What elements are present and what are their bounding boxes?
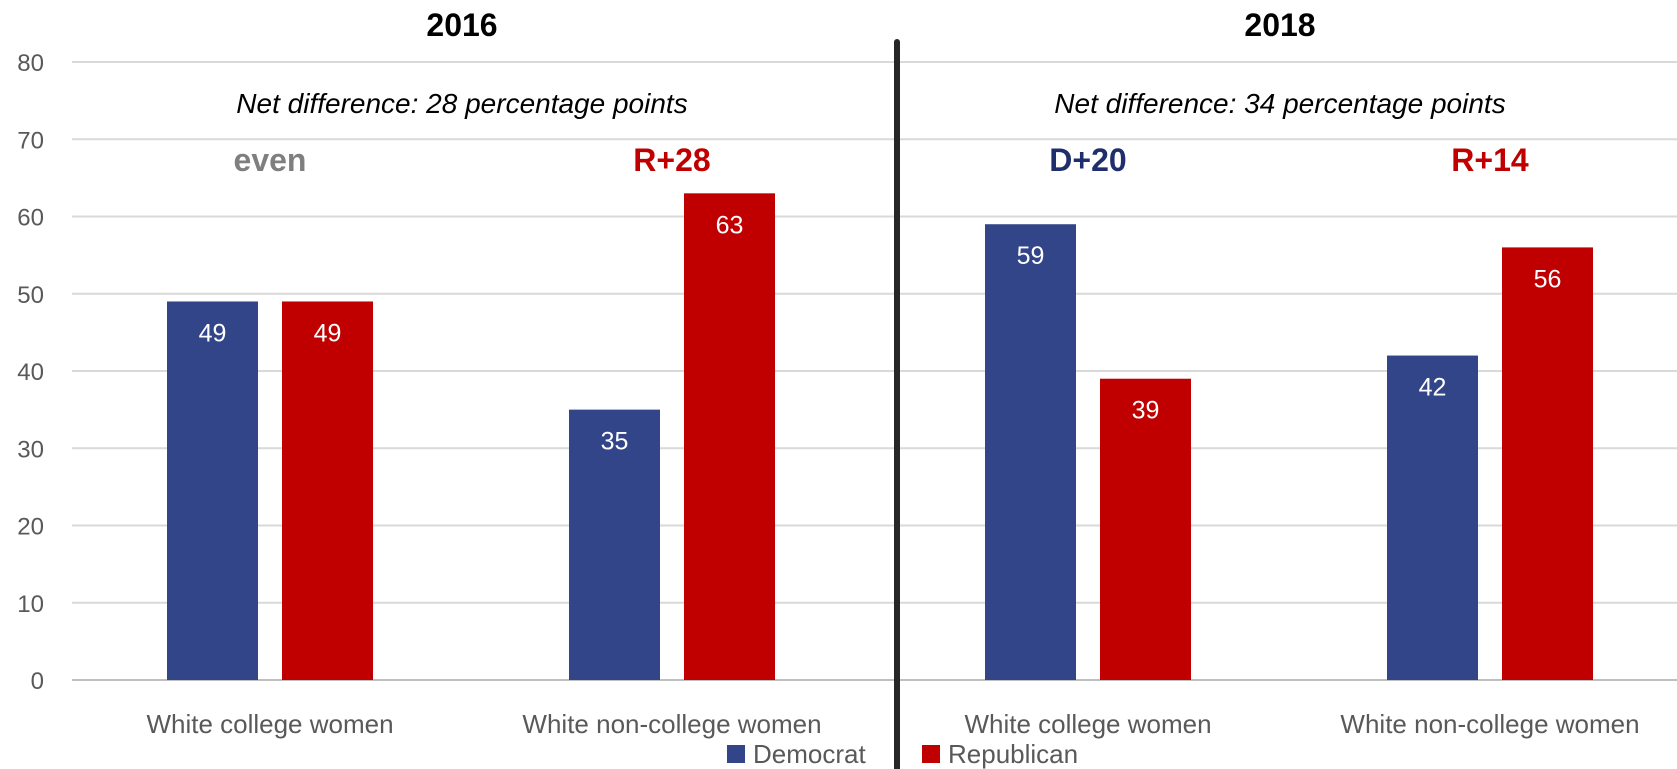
margin-label: R+14 <box>1451 142 1529 178</box>
category-label: White college women <box>146 709 393 739</box>
category-label: White non-college women <box>1340 709 1639 739</box>
y-tick-label-80: 80 <box>17 50 44 77</box>
y-tick-label-70: 70 <box>17 127 44 154</box>
y-tick-label-0: 0 <box>31 668 44 695</box>
y-tick-label-30: 30 <box>17 436 44 463</box>
data-label: 39 <box>1132 397 1160 425</box>
data-label: 49 <box>199 319 227 347</box>
data-label: 63 <box>716 211 744 239</box>
y-tick-label-10: 10 <box>17 591 44 618</box>
category-label: White college women <box>964 709 1211 739</box>
bar-democrat-2016 <box>569 409 660 680</box>
margin-label: R+28 <box>633 142 710 178</box>
bar-democrat-2018 <box>985 224 1076 680</box>
margin-label: even <box>234 142 307 178</box>
data-label: 59 <box>1017 242 1045 270</box>
data-label: 35 <box>601 428 629 456</box>
legend-swatch-republican <box>922 745 940 763</box>
bar-democrat-2018 <box>1387 355 1478 680</box>
legend-label-republican: Republican <box>948 739 1078 769</box>
category-label: White non-college women <box>522 709 821 739</box>
y-axis-ticks: 0 10 20 30 40 50 60 70 80 <box>17 50 44 695</box>
data-label: 56 <box>1534 265 1562 293</box>
bar-democrat-2016 <box>167 301 258 680</box>
data-label: 49 <box>314 319 342 347</box>
legend-label-democrat: Democrat <box>753 739 866 769</box>
margin-label: D+20 <box>1049 142 1126 178</box>
y-tick-label-50: 50 <box>17 282 44 309</box>
data-label: 42 <box>1419 374 1447 402</box>
bar-republican-2016 <box>282 301 373 680</box>
panel-title-2018: 2018 <box>1244 7 1315 43</box>
y-tick-label-40: 40 <box>17 359 44 386</box>
panel-title-2016: 2016 <box>426 7 497 43</box>
legend: Democrat Republican <box>727 739 1078 769</box>
net-difference-note-2016: Net difference: 28 percentage points <box>236 88 687 119</box>
bar-republican-2016 <box>684 193 775 680</box>
legend-swatch-democrat <box>727 745 745 763</box>
labels: 2016 Net difference: 28 percentage points… <box>146 7 1639 739</box>
y-tick-label-20: 20 <box>17 514 44 541</box>
y-tick-label-60: 60 <box>17 205 44 232</box>
net-difference-note-2018: Net difference: 34 percentage points <box>1054 88 1505 119</box>
bar-republican-2018 <box>1502 247 1593 680</box>
bars <box>167 193 1593 680</box>
bar-republican-2018 <box>1100 378 1191 680</box>
